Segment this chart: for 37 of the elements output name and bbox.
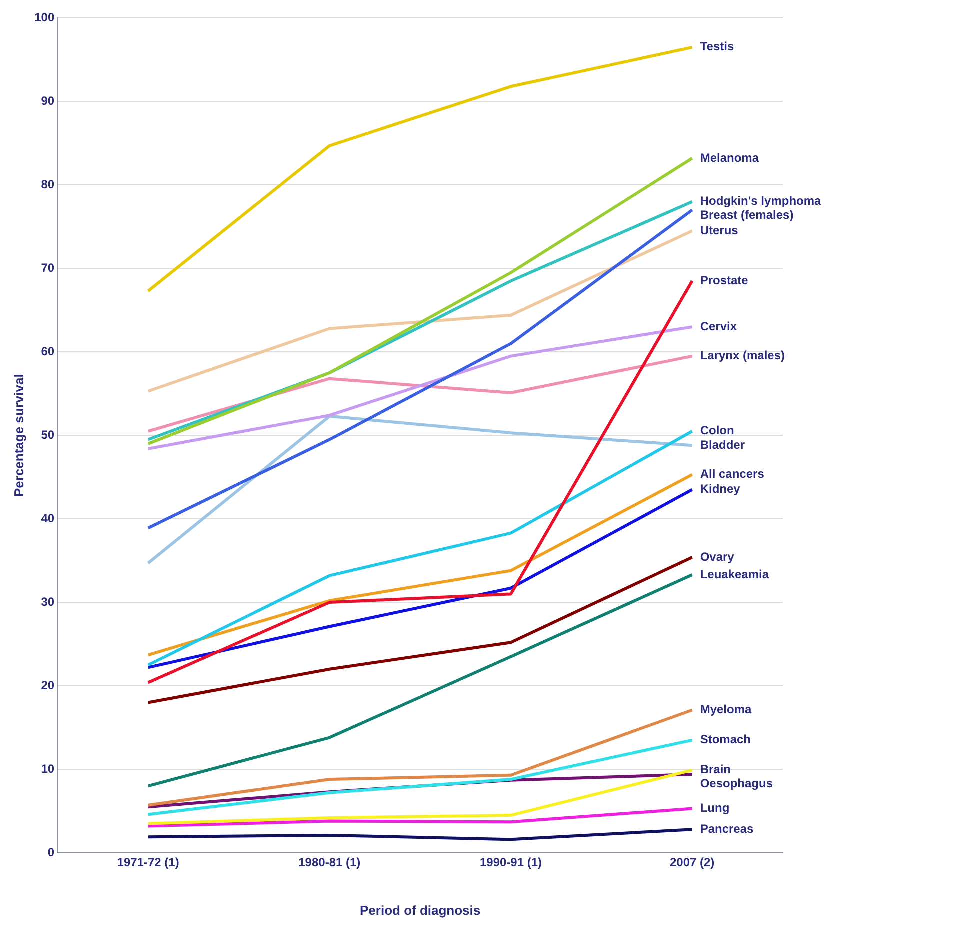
series-label: Ovary — [700, 550, 735, 564]
y-tick-label: 70 — [41, 260, 55, 275]
y-tick-label: 90 — [41, 94, 55, 108]
y-tick-label: 40 — [41, 511, 55, 526]
series-label: Breast (females) — [700, 208, 794, 222]
series-label: All cancers — [700, 467, 765, 482]
series-label: Kidney — [700, 482, 741, 496]
y-tick-label: 100 — [34, 10, 55, 25]
y-tick-label: 30 — [41, 594, 55, 609]
x-tick-label: 1980-81 (1) — [298, 856, 361, 870]
series-label: Brain — [700, 762, 732, 777]
series-label: Bladder — [700, 438, 746, 452]
series-label: Stomach — [700, 732, 752, 747]
y-tick-label: 10 — [41, 762, 55, 776]
series-label: Prostate — [700, 273, 749, 288]
y-axis-title: Percentage survival — [11, 374, 26, 498]
series-label: Oesophagus — [700, 776, 774, 791]
series-label: Leuakeamia — [700, 567, 770, 582]
y-tick-label: 60 — [41, 344, 55, 358]
series-label: Hodgkin's lymphoma — [700, 194, 822, 208]
x-tick-label: 1990-91 (1) — [480, 856, 542, 870]
series-label: Uterus — [700, 223, 739, 238]
series-label: Myeloma — [700, 702, 752, 717]
series-label: Testis — [700, 40, 734, 54]
x-axis-title: Period of diagnosis — [360, 902, 481, 918]
y-tick-label: 0 — [48, 845, 55, 860]
series-label: Melanoma — [700, 150, 760, 165]
series-label: Cervix — [700, 319, 738, 334]
y-tick-label: 50 — [41, 428, 55, 442]
y-tick-label: 80 — [41, 177, 55, 192]
series-label: Lung — [700, 801, 730, 816]
x-tick-label: 2007 (2) — [670, 856, 715, 870]
x-tick-label: 1971-72 (1) — [117, 856, 180, 870]
y-tick-label: 20 — [41, 678, 55, 692]
series-label: Pancreas — [700, 822, 754, 836]
series-label: Larynx (males) — [700, 348, 786, 363]
series-label: Colon — [700, 424, 734, 438]
